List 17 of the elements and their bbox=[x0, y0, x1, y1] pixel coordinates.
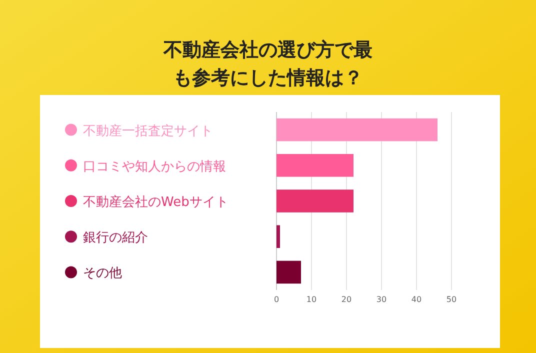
x-tick-label: 0 bbox=[274, 295, 280, 304]
y-tick-label: 銀行の紹介 bbox=[83, 230, 148, 246]
y-tick-label: 口コミや知人からの情報 bbox=[83, 159, 226, 174]
bar bbox=[276, 154, 354, 177]
x-tick-label: 20 bbox=[341, 295, 352, 304]
bar bbox=[276, 118, 438, 142]
bar bbox=[276, 225, 280, 248]
x-tick-label: 40 bbox=[411, 295, 422, 304]
x-tick-label: 50 bbox=[446, 295, 457, 304]
chart-title: 不動産会社の選び方で最も参考にした情報は？ bbox=[162, 38, 374, 91]
x-tick-label: 30 bbox=[376, 295, 387, 304]
y-tick-label: 不動産会社のWebサイト bbox=[83, 194, 228, 210]
y-tick-label: 不動産一括査定サイト bbox=[83, 122, 213, 139]
bar bbox=[276, 260, 301, 284]
x-tick-label: 10 bbox=[306, 295, 317, 304]
y-tick-label: その他 bbox=[83, 266, 122, 282]
bar bbox=[276, 190, 354, 212]
